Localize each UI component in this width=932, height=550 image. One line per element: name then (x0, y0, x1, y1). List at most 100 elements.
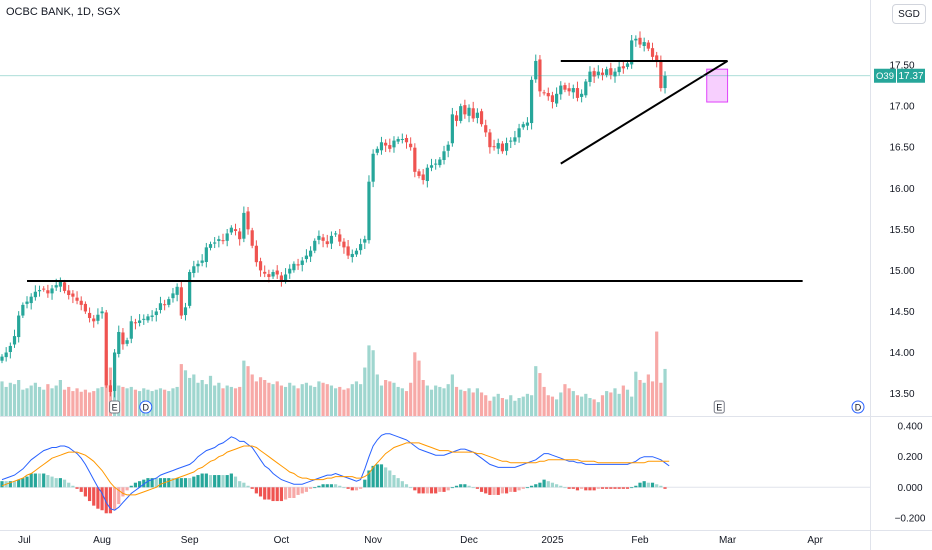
candle-body (288, 268, 292, 274)
candle-body (171, 293, 175, 299)
candle-body (29, 296, 33, 304)
candle (546, 87, 550, 101)
candle (50, 285, 54, 300)
macd-histogram-bar (592, 487, 596, 491)
macd-histogram-bar (605, 487, 609, 489)
candle-body (584, 81, 588, 96)
candle (146, 313, 150, 323)
candle-body (400, 138, 404, 140)
candle (67, 285, 71, 300)
volume-bar (596, 402, 600, 416)
volume-bar (421, 380, 425, 416)
candle (638, 31, 642, 48)
price-tick-label: 17.50 (889, 61, 914, 72)
volume-bar (404, 391, 409, 416)
candle (46, 284, 50, 298)
macd-histogram-bar (354, 487, 359, 491)
candle (450, 107, 454, 147)
candle-body (263, 271, 267, 274)
macd-histogram-bar (142, 479, 146, 488)
macd-histogram-bar (29, 473, 33, 488)
candle (0, 354, 4, 364)
candle (467, 104, 471, 123)
macd-histogram-bar (471, 487, 475, 489)
candle-body (534, 60, 538, 80)
volume-bar (263, 380, 267, 416)
candle-body (175, 286, 179, 295)
dividend-marker-circle (851, 400, 865, 414)
candle-body (321, 237, 325, 241)
candle-body (338, 234, 342, 242)
currency-button[interactable]: SGD (892, 4, 926, 24)
candle-body (258, 261, 263, 271)
macd-histogram-bar (400, 481, 404, 488)
volume-bar (509, 395, 513, 416)
candle (517, 123, 521, 143)
volume-bar (4, 386, 8, 416)
volume-bar (308, 385, 313, 416)
candle (409, 137, 413, 151)
candle (321, 233, 325, 248)
candle-body (663, 75, 667, 89)
volume-bar (42, 389, 46, 416)
macd-histogram-bar (217, 475, 221, 488)
macd-histogram-bar (550, 482, 555, 488)
volume-bar (188, 377, 192, 416)
candle (96, 308, 100, 325)
macd-histogram-bar (229, 473, 233, 488)
candle-body (87, 312, 92, 319)
candle (379, 136, 384, 155)
candle-body (542, 92, 546, 94)
time-tick-label: Aug (93, 535, 111, 546)
dividend-marker-circle (139, 400, 153, 414)
time-tick-label: Sep (181, 535, 199, 546)
candle-body (350, 253, 354, 258)
macd-histogram-bar (529, 485, 534, 488)
candle-body (504, 143, 509, 151)
macd-histogram-bar (504, 487, 509, 494)
macd-histogram-bar (196, 475, 200, 488)
macd-histogram-bar (104, 487, 108, 514)
candle-body (580, 93, 584, 97)
candle (42, 286, 46, 292)
candle (37, 285, 42, 297)
candle (62, 279, 67, 294)
macd-histogram-bar (625, 487, 630, 489)
macd-histogram-bar (534, 484, 538, 488)
macd-histogram-bar (496, 487, 500, 495)
candle (438, 157, 442, 168)
macd-histogram-bar (521, 487, 525, 489)
volume-bar (46, 384, 50, 416)
macd-histogram-bar (384, 467, 388, 488)
candle (92, 315, 96, 328)
candle-body (25, 301, 29, 304)
candle (129, 315, 133, 344)
candle-body (150, 315, 154, 317)
volume-bar (567, 388, 571, 416)
macd-histogram-bar (484, 487, 488, 494)
macd-histogram-bar (112, 487, 117, 511)
candle-body (46, 290, 50, 294)
volume-bar (388, 381, 392, 416)
price-tick-label: 14.00 (889, 348, 914, 359)
candle-body (308, 250, 313, 257)
candle-body (292, 263, 296, 271)
candle (229, 225, 233, 235)
candle (21, 302, 25, 319)
candle-body (8, 345, 12, 353)
volume-bar (542, 386, 546, 416)
candle (484, 119, 488, 137)
volume-bar (112, 382, 117, 416)
candle-body (434, 163, 438, 165)
volume-bar (634, 371, 638, 416)
macd-histogram-bar (0, 481, 4, 488)
candle-body (33, 291, 37, 298)
candle (475, 108, 479, 124)
candle (600, 68, 605, 81)
candle (179, 280, 183, 320)
candle (655, 51, 659, 68)
candle (625, 60, 630, 70)
volume-bar (283, 386, 288, 416)
candle (559, 81, 563, 100)
